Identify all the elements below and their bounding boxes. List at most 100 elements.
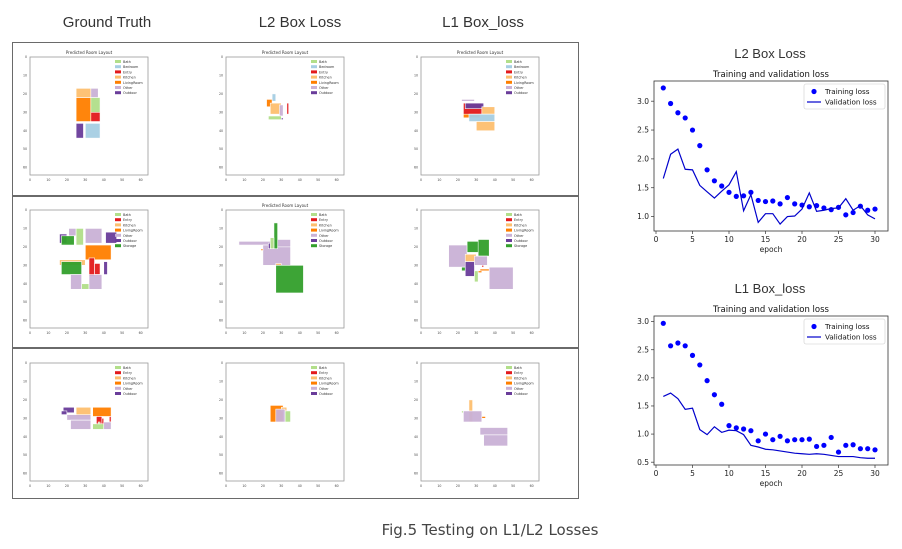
legend-marker-training	[811, 88, 817, 95]
y-tick-label: 2.0	[637, 373, 649, 382]
y-tick-label: 3.0	[637, 317, 649, 326]
l1-chart-title: L1 Box_loss	[734, 281, 806, 296]
training-loss-point	[850, 442, 856, 448]
training-loss-point	[741, 426, 747, 432]
training-loss-point	[755, 438, 761, 444]
y-tick-label: 1.0	[637, 212, 649, 221]
training-loss-point	[741, 193, 747, 199]
legend-label-validation: Validation loss	[825, 98, 877, 107]
training-loss-point	[872, 206, 878, 212]
legend-label-training: Training loss	[824, 322, 870, 331]
training-loss-point	[733, 193, 739, 199]
training-loss-point	[872, 447, 878, 453]
training-loss-point	[726, 423, 732, 429]
training-loss-point	[748, 189, 754, 195]
x-tick-label: 10	[724, 235, 734, 244]
training-loss-point	[689, 127, 696, 133]
training-loss-point	[777, 433, 783, 439]
training-loss-point	[762, 198, 769, 205]
x-tick-label: 20	[797, 469, 807, 478]
training-loss-point	[660, 320, 666, 326]
x-tick-label: 0	[654, 469, 659, 478]
x-tick-label: 25	[834, 469, 844, 478]
training-loss-point	[675, 110, 681, 116]
training-loss-point	[770, 198, 776, 204]
training-loss-point	[821, 205, 827, 211]
l2-chart-title: L2 Box Loss	[734, 46, 806, 61]
figure-caption: Fig.5 Testing on L1/L2 Losses	[381, 521, 599, 539]
y-tick-label: 2.5	[637, 345, 649, 354]
x-axis-label: epoch	[760, 479, 783, 488]
training-loss-point	[682, 343, 688, 349]
training-loss-point	[697, 143, 703, 149]
x-tick-label: 25	[834, 235, 844, 244]
y-tick-label: 2.0	[637, 154, 649, 163]
x-tick-label: 10	[724, 469, 734, 478]
training-loss-point	[762, 431, 769, 437]
y-tick-label: 1.5	[637, 402, 649, 411]
training-loss-point	[792, 201, 798, 207]
training-loss-point	[748, 428, 754, 434]
training-loss-point	[719, 401, 725, 407]
training-loss-point	[675, 340, 681, 346]
training-loss-point	[770, 437, 776, 443]
x-tick-label: 30	[870, 235, 880, 244]
x-axis-label: epoch	[760, 245, 783, 254]
training-loss-point	[865, 207, 871, 213]
chart-frame	[653, 80, 889, 232]
loss-chart: Training and validation loss 0 5 10 15 20 25 30…	[637, 70, 889, 254]
y-tick-label: 2.5	[637, 126, 649, 135]
column-title-l1-box-loss: L1 Box_loss	[442, 14, 524, 31]
training-loss-point	[777, 201, 783, 207]
x-tick-label: 15	[761, 235, 771, 244]
y-tick-label: 0.5	[637, 458, 649, 467]
layout-comparison-grid	[12, 42, 579, 499]
training-loss-point	[828, 434, 834, 441]
x-tick-label: 30	[870, 469, 880, 478]
training-loss-point	[711, 392, 718, 398]
chart-title: Training and validation loss	[712, 70, 829, 80]
training-loss-point	[843, 442, 849, 448]
legend-label-training: Training loss	[824, 87, 870, 96]
legend-label-validation: Validation loss	[825, 333, 877, 342]
training-loss-point	[682, 115, 688, 121]
training-loss-point	[755, 197, 761, 204]
legend-box	[803, 83, 886, 110]
training-loss-point	[806, 204, 812, 210]
training-loss-point	[784, 438, 791, 444]
loss-chart: Training and validation loss 0 5 10 15 20 25 30…	[637, 305, 889, 488]
training-loss-point	[865, 446, 871, 452]
training-loss-point	[726, 189, 732, 195]
training-loss-point	[697, 362, 703, 368]
row-divider	[12, 347, 579, 349]
y-tick-label: 3.0	[637, 97, 649, 106]
x-tick-label: 15	[761, 469, 771, 478]
training-loss-point	[711, 178, 718, 184]
chart-frame	[653, 315, 889, 466]
training-loss-point	[857, 446, 864, 452]
training-loss-point	[843, 212, 849, 218]
training-loss-point	[835, 449, 842, 455]
training-loss-point	[689, 352, 696, 358]
training-loss-point	[799, 437, 805, 443]
training-loss-point	[814, 443, 820, 450]
row-divider	[12, 195, 579, 197]
training-loss-point	[704, 167, 710, 173]
legend-marker-training	[811, 323, 817, 330]
training-loss-point	[668, 343, 674, 349]
training-loss-point	[792, 437, 798, 443]
validation-loss-line	[663, 392, 875, 459]
validation-loss-line	[662, 148, 876, 226]
training-loss-point	[668, 100, 674, 107]
column-title-l2-box-loss: L2 Box Loss	[258, 14, 342, 31]
training-loss-point	[821, 442, 827, 448]
training-loss-point	[733, 425, 739, 431]
x-tick-label: 5	[690, 469, 695, 478]
x-tick-label: 5	[690, 235, 695, 244]
y-tick-label: 1.5	[637, 183, 649, 192]
training-loss-point	[784, 194, 791, 201]
training-loss-point	[704, 378, 710, 384]
chart-title: Training and validation loss	[712, 305, 829, 315]
training-loss-point	[660, 85, 666, 91]
